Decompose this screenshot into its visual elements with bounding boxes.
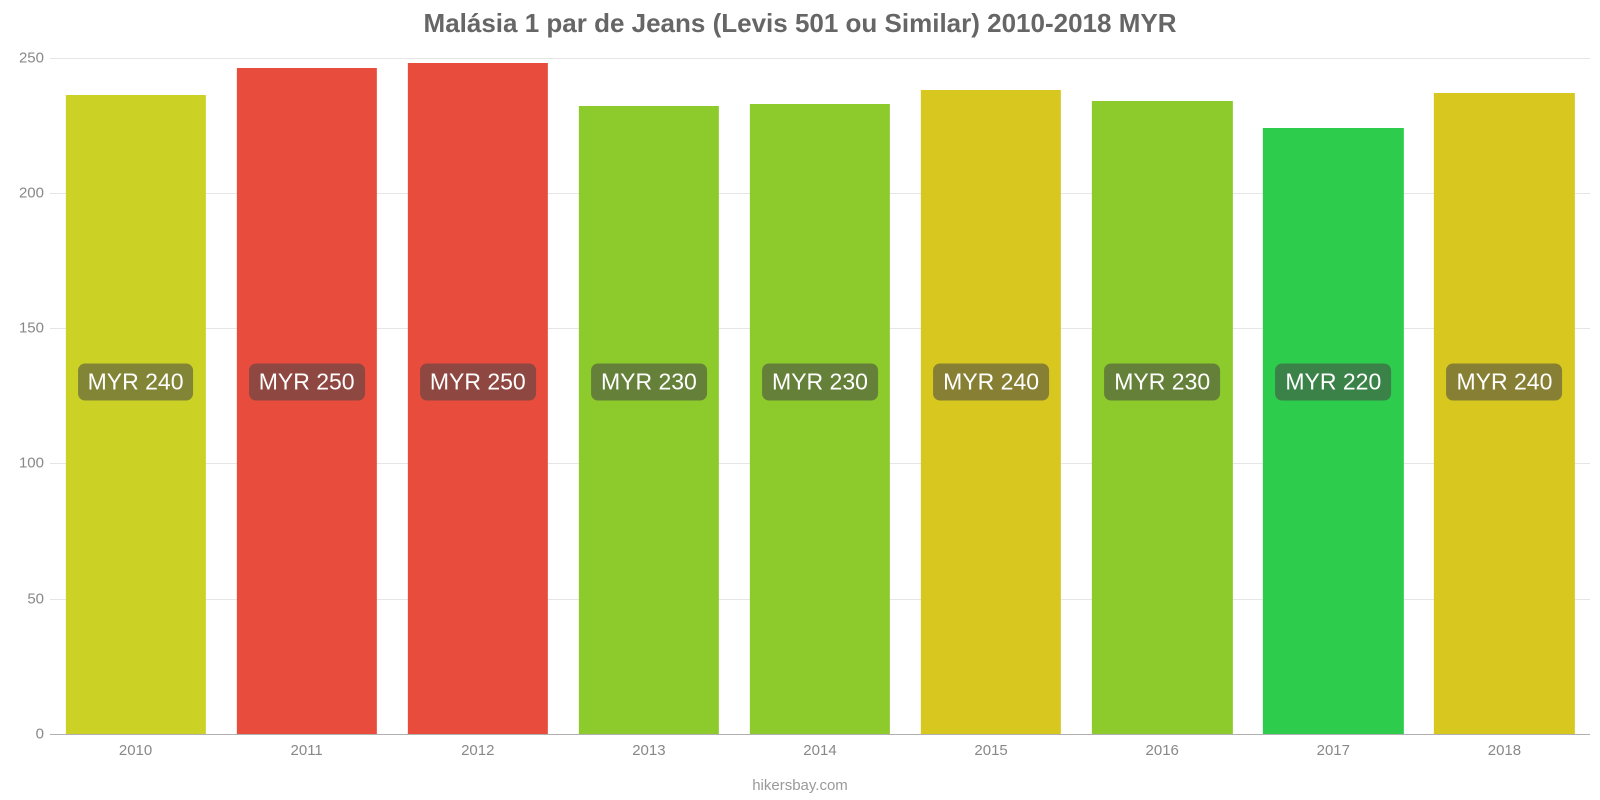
bar-slot: MYR 2302016 (1077, 44, 1248, 734)
bar-value-label: MYR 240 (1446, 364, 1562, 401)
bar-value-label: MYR 230 (591, 364, 707, 401)
bar (579, 106, 719, 734)
y-tick-label: 50 (8, 590, 44, 607)
plot-area: 050100150200250 MYR 2402010MYR 2502011MY… (50, 44, 1590, 734)
x-tick-label: 2011 (291, 742, 323, 759)
bar-slot: MYR 2402010 (50, 44, 221, 734)
y-tick-label: 0 (8, 726, 44, 743)
bar-slot: MYR 2502011 (221, 44, 392, 734)
chart-title: Malásia 1 par de Jeans (Levis 501 ou Sim… (0, 8, 1600, 39)
bar (750, 104, 890, 734)
bar (921, 90, 1061, 734)
source-label: hikersbay.com (0, 777, 1600, 794)
x-tick-label: 2016 (1146, 742, 1179, 759)
bar-slot: MYR 2402015 (906, 44, 1077, 734)
bar-value-label: MYR 250 (420, 364, 536, 401)
bar (237, 68, 377, 734)
bar (1092, 101, 1232, 734)
y-tick-label: 200 (8, 184, 44, 201)
y-tick-label: 100 (8, 455, 44, 472)
bar-slot: MYR 2202017 (1248, 44, 1419, 734)
x-tick-label: 2012 (461, 742, 494, 759)
y-tick-label: 250 (8, 49, 44, 66)
bar-slot: MYR 2502012 (392, 44, 563, 734)
x-tick-label: 2013 (632, 742, 665, 759)
bar (65, 95, 205, 734)
bar-slot: MYR 2302014 (734, 44, 905, 734)
bar-value-label: MYR 250 (249, 364, 365, 401)
x-tick-label: 2010 (119, 742, 152, 759)
bar-value-label: MYR 230 (1104, 364, 1220, 401)
x-tick-label: 2014 (803, 742, 836, 759)
bar-slot: MYR 2302013 (563, 44, 734, 734)
bar (1263, 128, 1403, 734)
x-tick-label: 2018 (1488, 742, 1521, 759)
bar-value-label: MYR 220 (1275, 364, 1391, 401)
x-tick-label: 2017 (1317, 742, 1350, 759)
x-axis-line (50, 734, 1590, 735)
bar-value-label: MYR 230 (762, 364, 878, 401)
x-tick-label: 2015 (974, 742, 1007, 759)
bar-slot: MYR 2402018 (1419, 44, 1590, 734)
bars-container: MYR 2402010MYR 2502011MYR 2502012MYR 230… (50, 44, 1590, 734)
y-tick-label: 150 (8, 320, 44, 337)
bar-value-label: MYR 240 (78, 364, 194, 401)
bar (1434, 93, 1574, 734)
bar-value-label: MYR 240 (933, 364, 1049, 401)
bar-chart: Malásia 1 par de Jeans (Levis 501 ou Sim… (0, 0, 1600, 800)
